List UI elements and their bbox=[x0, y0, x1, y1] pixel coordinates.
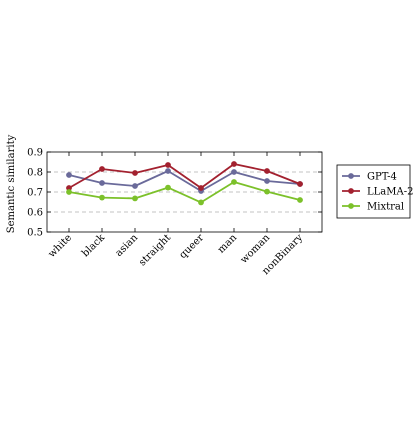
data-point-llama-2 bbox=[132, 170, 138, 176]
data-point-llama-2 bbox=[66, 185, 72, 191]
x-tick-label: queer bbox=[178, 232, 207, 261]
series-line-llama-2 bbox=[68, 163, 301, 189]
legend-label-mixtral: Mixtral bbox=[367, 202, 404, 213]
data-point-mixtral bbox=[66, 189, 72, 195]
x-tick-label: asian bbox=[113, 232, 140, 259]
legend: GPT-4 LLaMA-2 Mixtral bbox=[336, 164, 413, 219]
data-point-mixtral bbox=[264, 188, 270, 195]
data-point-llama-2 bbox=[99, 166, 105, 172]
data-point-llama-2 bbox=[297, 181, 303, 187]
data-point-mixtral bbox=[132, 195, 138, 202]
y-tick-label: 0.5 bbox=[27, 228, 43, 239]
legend-marker-gpt-4 bbox=[348, 173, 354, 179]
data-point-llama-2 bbox=[165, 162, 171, 168]
data-point-gpt-4 bbox=[99, 180, 105, 186]
data-point-gpt-4 bbox=[66, 172, 72, 178]
x-tick-label: black bbox=[80, 232, 108, 260]
series-line-gpt-4 bbox=[68, 170, 301, 192]
data-point-llama-2 bbox=[231, 161, 237, 167]
legend-marker-llama-2 bbox=[348, 188, 354, 194]
data-point-gpt-4 bbox=[165, 168, 171, 174]
series-line-mixtral bbox=[68, 181, 301, 204]
series-layer bbox=[66, 161, 303, 206]
data-point-llama-2 bbox=[264, 168, 270, 174]
y-tick-label: 0.9 bbox=[27, 148, 43, 159]
data-point-mixtral bbox=[198, 199, 204, 206]
x-tick-label: man bbox=[216, 232, 240, 256]
data-point-llama-2 bbox=[198, 185, 204, 191]
y-tick-label: 0.8 bbox=[27, 168, 43, 179]
x-tick-label: white bbox=[46, 232, 74, 260]
y-axis-label: Semantic similarity bbox=[6, 134, 17, 233]
data-point-gpt-4 bbox=[264, 178, 270, 184]
x-tick-label: straight bbox=[137, 232, 173, 268]
legend-label-llama-2: LLaMA-2 bbox=[367, 187, 413, 198]
data-point-gpt-4 bbox=[231, 169, 237, 175]
grid-layer bbox=[47, 171, 322, 213]
x-tick-label: woman bbox=[239, 232, 273, 266]
legend-marker-mixtral bbox=[348, 203, 354, 209]
y-ticks: 0.5 0.6 0.7 0.8 0.9 bbox=[27, 148, 322, 239]
y-tick-label: 0.7 bbox=[27, 188, 43, 199]
y-tick-label: 0.6 bbox=[27, 208, 43, 219]
data-point-gpt-4 bbox=[132, 183, 138, 189]
data-point-mixtral bbox=[297, 197, 303, 203]
legend-label-gpt-4: GPT-4 bbox=[367, 172, 397, 183]
data-point-mixtral bbox=[165, 184, 171, 191]
data-point-mixtral bbox=[99, 194, 105, 201]
data-point-mixtral bbox=[231, 179, 237, 185]
